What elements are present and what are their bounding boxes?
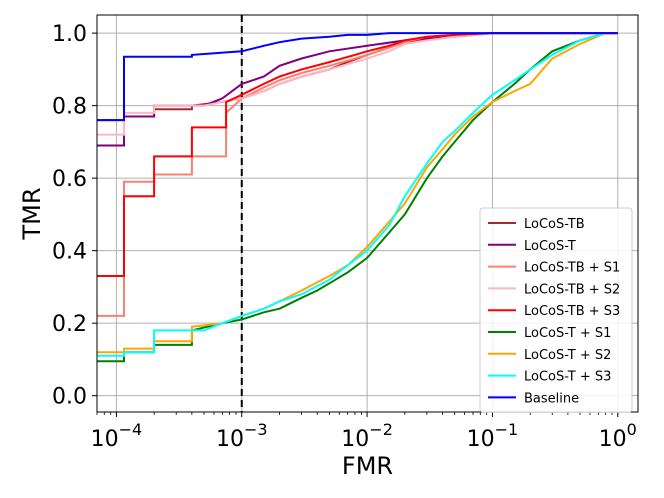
y-tick-label: 0.4 xyxy=(52,240,87,265)
legend-entry-label: LoCoS-T + S3 xyxy=(524,370,611,385)
series-line xyxy=(97,32,618,122)
x-tick-label: 100 xyxy=(599,420,637,452)
legend-entry-label: LoCoS-T + S2 xyxy=(524,348,611,363)
series-line xyxy=(97,32,618,147)
legend-entry-label: LoCoS-TB + S1 xyxy=(524,261,620,276)
legend-entry-label: LoCoS-T xyxy=(524,239,576,254)
legend-entry-label: LoCoS-T + S1 xyxy=(524,326,611,341)
y-tick-label: 1.0 xyxy=(52,22,87,47)
y-tick-label: 0.2 xyxy=(52,312,87,337)
x-axis-ticks: 10−4 10−3 10−2 10−1 100 xyxy=(91,412,637,452)
legend-entry-label: Baseline xyxy=(524,391,579,406)
legend-box xyxy=(479,207,633,413)
x-tick-label: 10−4 xyxy=(91,420,143,452)
y-tick-label: 0.8 xyxy=(52,95,87,120)
y-tick-label: 0.0 xyxy=(52,385,87,410)
series-line xyxy=(97,32,606,357)
x-tick-label: 10−3 xyxy=(216,420,268,452)
legend-entry-label: LoCoS-TB + S2 xyxy=(524,282,620,297)
series-line xyxy=(97,32,618,277)
series-line xyxy=(97,32,618,136)
x-axis-label: FMR xyxy=(342,452,393,480)
legend-entry-label: LoCoS-TB + S3 xyxy=(524,304,620,319)
x-tick-label: 10−2 xyxy=(341,420,393,452)
series-line xyxy=(97,32,606,363)
y-axis-label: TMR xyxy=(18,187,46,240)
x-tick-label: 10−1 xyxy=(467,420,519,452)
series-line xyxy=(97,32,618,122)
y-tick-label: 0.6 xyxy=(52,167,87,192)
series-lines xyxy=(97,32,618,363)
legend: LoCoS-TB LoCoS-T LoCoS-TB + S1 LoCoS-TB + S… xyxy=(479,207,633,413)
legend-entry-label: LoCoS-TB xyxy=(524,217,585,232)
y-axis-ticks: 0.0 0.2 0.4 0.6 0.8 1.0 xyxy=(52,22,97,410)
